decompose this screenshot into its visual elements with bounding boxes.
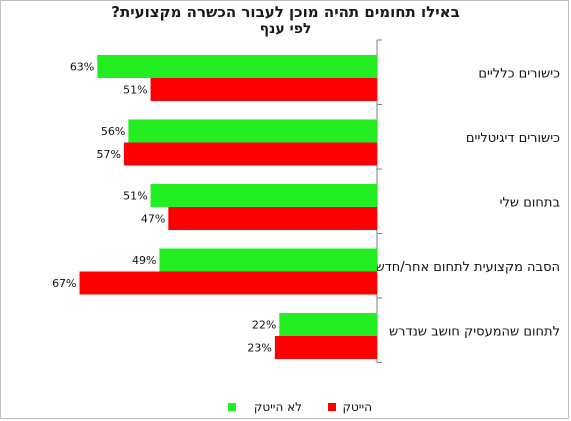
data-label: 47% — [141, 213, 165, 226]
chart-title: באילו תחומים תהיה מוכן לעבור הכשרה מקצוע… — [111, 3, 460, 21]
bar-non-hitech — [279, 313, 377, 336]
category-label: הסבה מקצועית לתחום אחר/חדש — [375, 260, 560, 275]
bar-non-hitech — [159, 248, 377, 272]
category-label: לתחום שהמעסיק חושב שנדרש — [389, 324, 560, 339]
bar-hitech — [150, 78, 377, 101]
data-label: 51% — [123, 190, 147, 203]
bar-hitech — [274, 336, 377, 359]
legend-swatch-non-hitech — [228, 403, 236, 411]
bar-hitech — [123, 142, 377, 166]
data-label: 49% — [132, 254, 156, 267]
category-label: כישורים כלליים — [478, 66, 560, 81]
bar-hitech — [79, 271, 378, 295]
category-label: כישורים דיגיטליים — [466, 131, 560, 146]
bar-non-hitech — [97, 55, 377, 78]
data-label: 51% — [123, 84, 147, 97]
legend-label: לא הייטק — [254, 400, 302, 414]
chart-subtitle: לפי ענף — [259, 21, 312, 37]
data-label: 67% — [52, 277, 76, 290]
data-label: 63% — [70, 61, 94, 74]
bar-non-hitech — [128, 119, 377, 143]
data-label: 56% — [101, 125, 125, 138]
legend-swatch-hitech — [328, 403, 336, 411]
data-label: 57% — [96, 148, 120, 161]
bar-hitech — [168, 207, 377, 230]
data-label: 23% — [247, 342, 271, 355]
category-label: בתחום שלי — [500, 195, 560, 210]
bar-non-hitech — [150, 184, 377, 207]
data-label: 22% — [252, 319, 276, 332]
legend-label: הייטק — [342, 400, 372, 414]
